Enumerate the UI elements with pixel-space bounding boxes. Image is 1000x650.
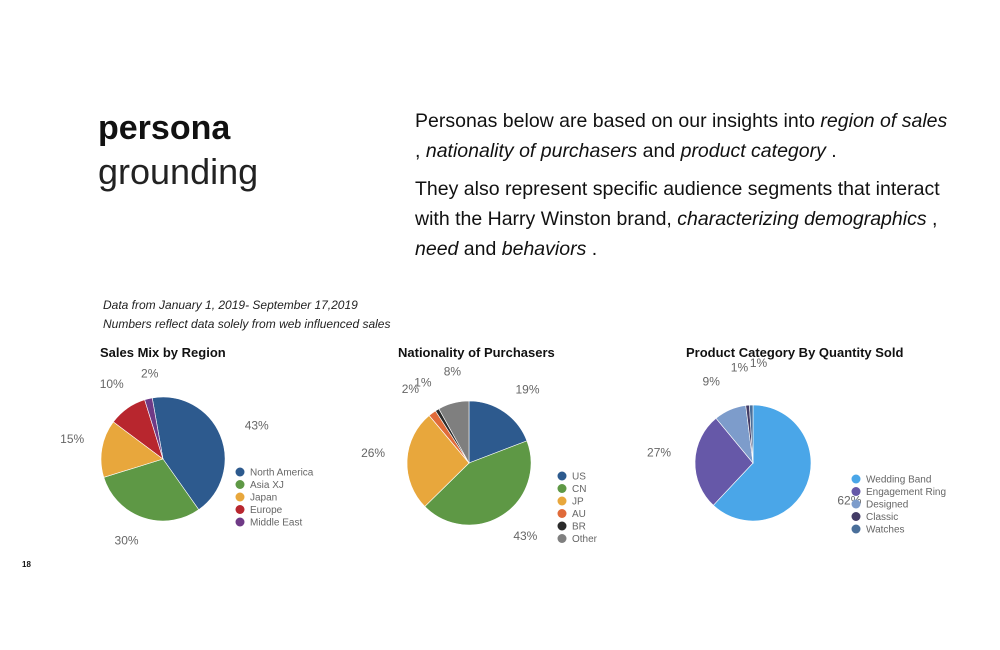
legend-label: AU [572,509,586,520]
legend-label: Japan [250,493,277,504]
intro-emphasis: product category [680,140,826,162]
legend-label: North America [250,468,314,479]
legend-swatch [557,484,567,493]
pie-slice-japan [100,421,164,478]
legend-label: BR [572,522,586,533]
legend-label: Europe [250,505,283,516]
chart-title-product: Product Category By Quantity Sold [686,345,904,360]
pie-slice-engagement-ring [694,417,754,506]
legend-label: Middle East [250,518,302,529]
slice-percent-label: 1% [731,360,749,374]
slice-percent-label: 2% [402,382,420,396]
legend-swatch [851,499,861,509]
intro-run: and [458,238,502,260]
page-number: 18 [22,560,31,569]
slice-percent-label: 10% [100,377,124,391]
legend-swatch [235,467,245,477]
legend-swatch [235,480,245,489]
chart-title-region: Sales Mix by Region [100,345,226,360]
slice-percent-label: 19% [515,382,539,396]
legend-swatch [557,521,567,531]
intro-emphasis: behaviors [501,238,587,260]
legend-label: US [572,472,586,483]
legend-swatch [557,509,567,518]
pie-slice-cn [424,440,532,526]
data-notes: Data from January 1, 2019- September 17,… [103,296,390,334]
slice-percent-label: 26% [361,446,385,460]
pie-slice-asia-xj [103,458,200,522]
legend-label: Classic [866,512,898,523]
slice-percent-label: 43% [513,529,537,543]
intro-run: . [825,140,837,162]
legend-swatch [557,496,567,506]
pie-slice-jp [406,415,470,507]
legend-label: JP [572,497,584,508]
intro-run: and [637,140,681,162]
slice-percent-label: 43% [245,418,269,432]
pie-slice-us [468,400,528,464]
intro-paragraph-1: Personas below are based on our insights… [415,106,955,166]
slice-percent-label: 30% [115,534,139,548]
legend-label: Watches [866,525,905,536]
slice-percent-label: 8% [444,365,462,379]
legend-label: CN [572,484,586,495]
intro-emphasis: characterizing demographics [677,208,927,230]
intro-paragraph-2: They also represent specific audience se… [415,174,955,264]
legend-swatch [235,492,245,502]
legend-swatch [851,512,861,521]
intro-emphasis: nationality of purchasers [425,140,638,162]
source-note: Numbers reflect data solely from web inf… [103,317,391,331]
slice-percent-label: 27% [647,445,671,459]
pie-slice-north-america [151,396,226,511]
legend-label: Other [572,534,598,545]
page-title-light: grounding [98,151,259,192]
date-range-note: Data from January 1, 2019- September 17,… [103,298,358,312]
legend-label: Asia XJ [250,480,284,491]
intro-run: , [415,140,426,162]
slice-percent-label: 9% [703,375,721,389]
pie-slice-wedding-band [712,404,812,522]
slice-percent-label: 15% [60,432,84,446]
legend-swatch [557,471,567,481]
page-title-bold: persona [98,109,231,147]
pie-slice-watches [749,404,754,464]
legend-swatch [235,505,245,514]
legend-swatch [851,474,861,484]
intro-emphasis: need [415,238,459,260]
pie-slice-middle-east [144,397,164,460]
intro-run: They also represent specific audience se… [415,178,940,230]
slice-percent-label: 1% [750,356,768,370]
intro-text: Personas below are based on our insights… [415,106,955,272]
slice-percent-label: 2% [141,366,159,380]
legend-label: Engagement Ring [866,487,946,498]
pie-slice-other [438,400,470,465]
legend-label: Designed [866,500,908,511]
chart-title-nationality: Nationality of Purchasers [398,345,555,360]
intro-run: , [926,208,938,230]
legend-swatch [557,534,567,543]
legend-label: Wedding Band [866,475,931,486]
intro-run: Personas below are based on our insights… [415,110,821,132]
slice-percent-label: 1% [414,376,432,390]
legend-swatch [851,487,861,496]
intro-emphasis: region of sales [820,110,948,132]
legend-swatch [235,517,245,527]
intro-run: . [586,238,598,260]
legend-swatch [851,524,861,534]
